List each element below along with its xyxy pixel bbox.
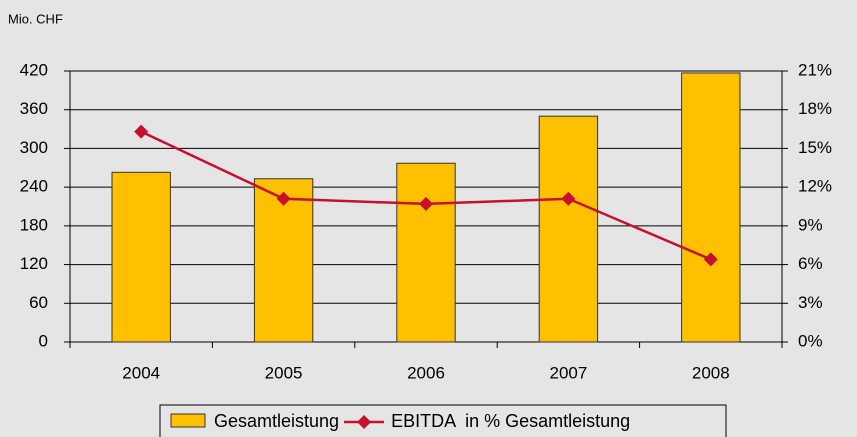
legend-swatch bbox=[170, 413, 206, 428]
legend-swatch bbox=[357, 415, 372, 429]
y-tick-label: 0 bbox=[39, 331, 48, 350]
bar bbox=[681, 72, 741, 343]
x-tick-label: 2007 bbox=[549, 363, 587, 382]
x-tick-label: 2006 bbox=[407, 363, 445, 382]
marker bbox=[419, 196, 433, 211]
legend-label: EBITDA in % Gesamtleistung bbox=[391, 411, 630, 431]
marker bbox=[276, 191, 291, 206]
x-tick-label: 2008 bbox=[692, 363, 730, 382]
y2-tick-label: 3% bbox=[798, 293, 823, 312]
bar bbox=[253, 178, 314, 343]
marker bbox=[703, 252, 718, 267]
y2-tick-label: 15% bbox=[798, 138, 832, 157]
x-tick-label: 2004 bbox=[122, 363, 160, 382]
y-tick-label: 60 bbox=[29, 293, 48, 312]
y-tick-label: 300 bbox=[20, 138, 48, 157]
y-tick-label: 120 bbox=[20, 254, 48, 273]
marker bbox=[561, 191, 576, 206]
y2-tick-label: 0% bbox=[798, 331, 823, 350]
y-tick-label: 180 bbox=[20, 215, 48, 234]
legend-box bbox=[159, 404, 727, 437]
y2-tick-label: 9% bbox=[798, 215, 823, 234]
bar bbox=[538, 115, 599, 343]
bar bbox=[111, 171, 171, 343]
y-tick-label: 360 bbox=[20, 99, 48, 118]
x-tick-label: 2005 bbox=[265, 363, 303, 382]
y2-tick-label: 18% bbox=[798, 99, 832, 118]
y-axis-label: Mio. CHF bbox=[8, 11, 63, 26]
y2-tick-label: 12% bbox=[798, 177, 832, 196]
legend-label: Gesamtleistung bbox=[214, 411, 339, 431]
y2-tick-label: 21% bbox=[798, 60, 832, 79]
y-tick-label: 240 bbox=[20, 177, 48, 196]
y-tick-label: 420 bbox=[20, 60, 48, 79]
bar bbox=[396, 162, 456, 343]
y2-tick-label: 6% bbox=[798, 254, 823, 273]
marker bbox=[134, 124, 149, 139]
